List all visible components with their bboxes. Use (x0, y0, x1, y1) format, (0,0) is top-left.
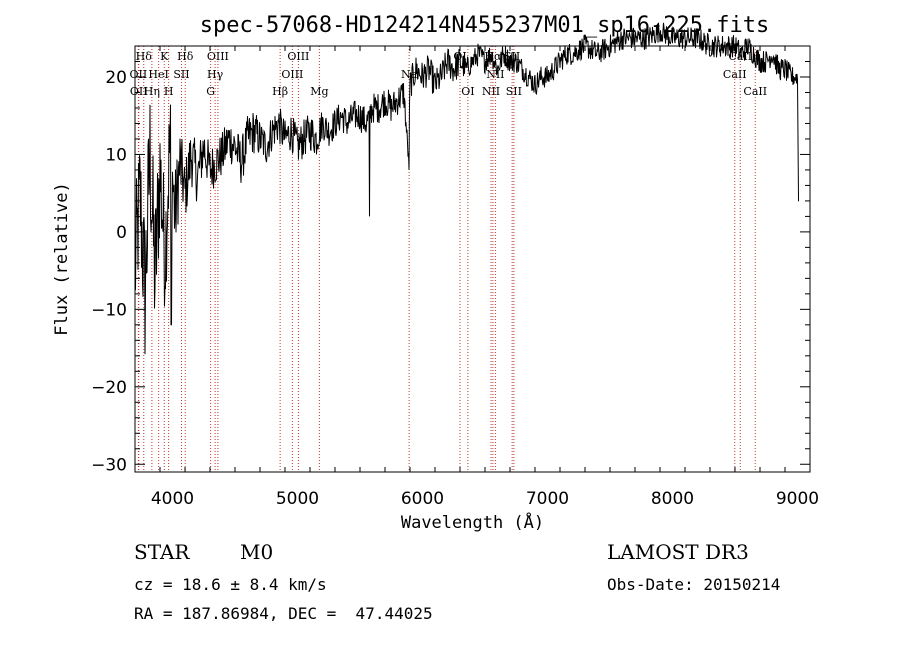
line-label-CaII: CaII (728, 50, 752, 63)
line-label-CaII: CaII (723, 68, 747, 81)
line-label-G: G (206, 85, 215, 98)
line-label-Mg: Mg (310, 85, 328, 98)
y-tick-label: 20 (105, 68, 127, 88)
line-label-CaII: CaII (743, 85, 767, 98)
line-label-SII: SII (506, 85, 522, 98)
line-label-OIII: OIII (281, 68, 303, 81)
y-tick-label: 10 (105, 145, 127, 165)
line-label-Hδ: Hδ (136, 50, 153, 63)
survey-name: LAMOST DR3 (607, 540, 749, 564)
emission-line-markers (137, 46, 756, 472)
line-label-Hδ: Hδ (177, 50, 194, 63)
line-label-Hα: Hα (484, 50, 502, 63)
x-tick-label: 6000 (401, 489, 444, 509)
line-label-H: H (164, 85, 174, 98)
y-tick-label: −20 (91, 378, 127, 398)
x-tick-label: 9000 (776, 489, 819, 509)
line-label-K: K (160, 50, 169, 63)
object-class: STAR (134, 540, 190, 564)
plot-frame (134, 45, 811, 473)
y-tick-label: −10 (91, 300, 127, 320)
object-subclass: M0 (240, 540, 274, 564)
y-axis: −30 −20 −10 0 10 20 (91, 45, 810, 475)
x-tick-label: 8000 (651, 489, 694, 509)
line-label-OI: OI (461, 85, 474, 98)
y-tick-label: −30 (91, 455, 127, 475)
spectrum-line (134, 22, 799, 355)
line-label-OI: OI (453, 50, 466, 63)
line-label-Hη: Hη (144, 85, 160, 98)
line-label-OIII: OIII (287, 50, 309, 63)
x-tick-label: 4000 (151, 489, 194, 509)
line-label-NII: NII (486, 68, 504, 81)
line-label-OII: OII (130, 85, 148, 98)
redshift-text: cz = 18.6 ± 8.4 km/s (134, 575, 327, 594)
line-label-Hγ: Hγ (207, 68, 224, 81)
x-axis: 4000 5000 6000 7000 8000 9000 (134, 46, 819, 509)
line-label-OII: OII (130, 68, 148, 81)
obs-date-text: Obs-Date: 20150214 (607, 575, 781, 594)
line-label-Hβ: Hβ (272, 85, 288, 98)
y-axis-label: Flux (relative) (52, 182, 72, 336)
coordinates-text: RA = 187.86984, DEC = 47.44025 (134, 604, 433, 623)
x-tick-label: 5000 (276, 489, 319, 509)
y-tick-label: 0 (116, 223, 127, 243)
line-label-SII: SII (504, 50, 520, 63)
line-label-SII: SII (173, 68, 189, 81)
line-label-HeI: HeI (148, 68, 168, 81)
line-label-NII: NII (482, 85, 500, 98)
line-label-Na: Na (401, 68, 418, 81)
x-tick-label: 7000 (526, 489, 569, 509)
line-label-OIII: OIII (207, 50, 229, 63)
x-axis-label: Wavelength (Å) (401, 511, 544, 533)
